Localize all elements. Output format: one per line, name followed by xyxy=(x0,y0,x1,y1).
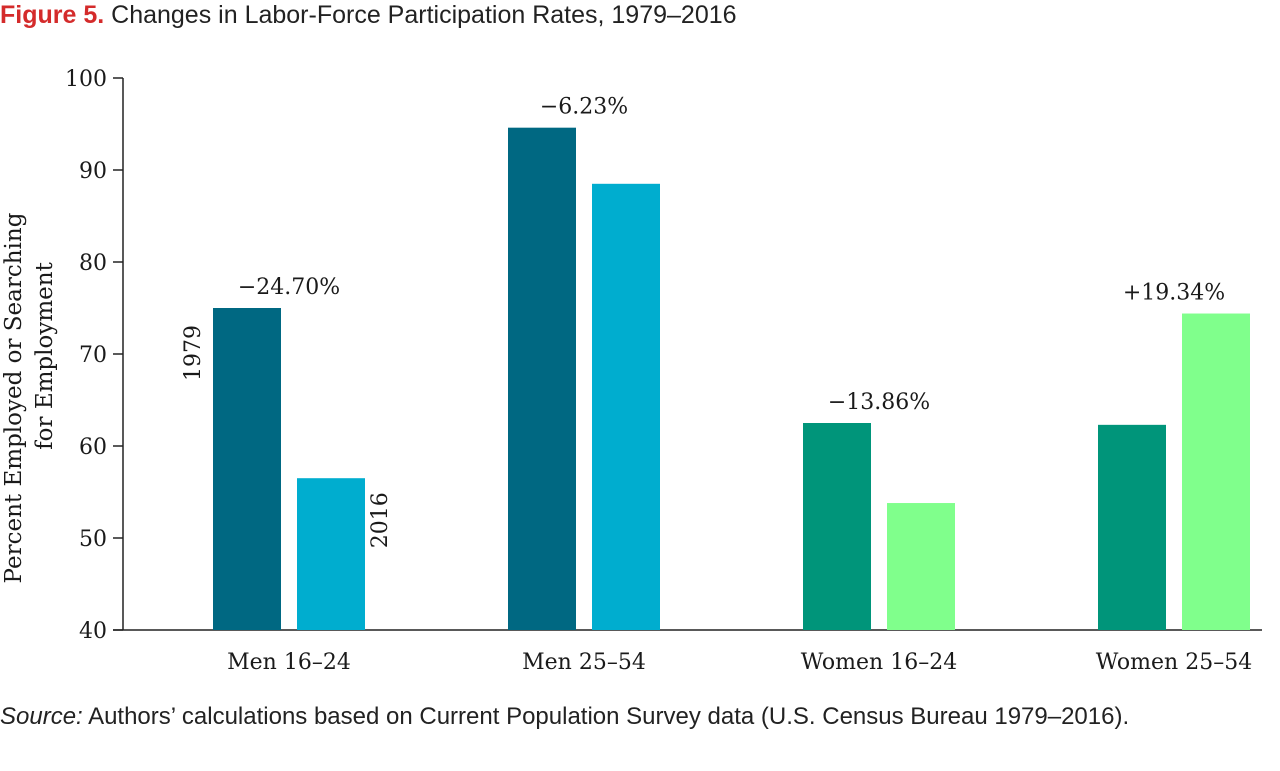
bar-1979-3 xyxy=(803,423,871,630)
bar-1979-2 xyxy=(508,127,576,631)
change-annotation: −24.70% xyxy=(238,275,340,300)
bar-2016-4 xyxy=(1182,313,1250,630)
y-tick-label: 90 xyxy=(79,159,107,184)
change-annotation: +19.34% xyxy=(1123,281,1225,306)
figure-title-text: Changes in Labor-Force Participation Rat… xyxy=(111,1,737,29)
bar-2016-1 xyxy=(297,478,365,630)
x-category-label: Men 25–54 xyxy=(522,650,646,675)
y-tick-label: 70 xyxy=(79,343,107,368)
change-annotation: −6.23% xyxy=(540,95,628,120)
x-category-label: Women 16–24 xyxy=(801,650,957,675)
series-label-2016: 2016 xyxy=(368,492,393,548)
bar-chart: 40 50 60 70 80 90 100 Percent Employed or Searc… xyxy=(1,67,1262,675)
y-tick-label: 80 xyxy=(79,251,107,276)
bar-1979-4 xyxy=(1098,424,1166,630)
source-note: Source: Authors’ calculations based on C… xyxy=(0,700,1275,734)
x-category-label: Women 25–54 xyxy=(1096,650,1252,675)
change-annotation: −13.86% xyxy=(828,390,930,415)
y-axis-label-line-2: for Employment xyxy=(32,261,58,449)
y-tick-label: 100 xyxy=(65,67,107,92)
series-label-1979: 1979 xyxy=(181,325,206,381)
bar-2016-2 xyxy=(592,183,660,631)
figure-title: Figure 5. Changes in Labor-Force Partici… xyxy=(0,0,737,36)
y-tick-label: 50 xyxy=(79,527,107,552)
source-label: Source: xyxy=(0,703,83,730)
y-tick-label: 40 xyxy=(79,619,107,644)
bar-2016-3 xyxy=(887,503,955,630)
source-text: Authors’ calculations based on Current P… xyxy=(88,703,1130,730)
y-tick-label: 60 xyxy=(79,435,107,460)
x-category-label: Men 16–24 xyxy=(227,650,351,675)
y-axis-label-line-1: Percent Employed or Searching xyxy=(1,212,27,583)
bar-1979-1 xyxy=(213,308,281,630)
figure-label: Figure 5. xyxy=(0,1,105,29)
